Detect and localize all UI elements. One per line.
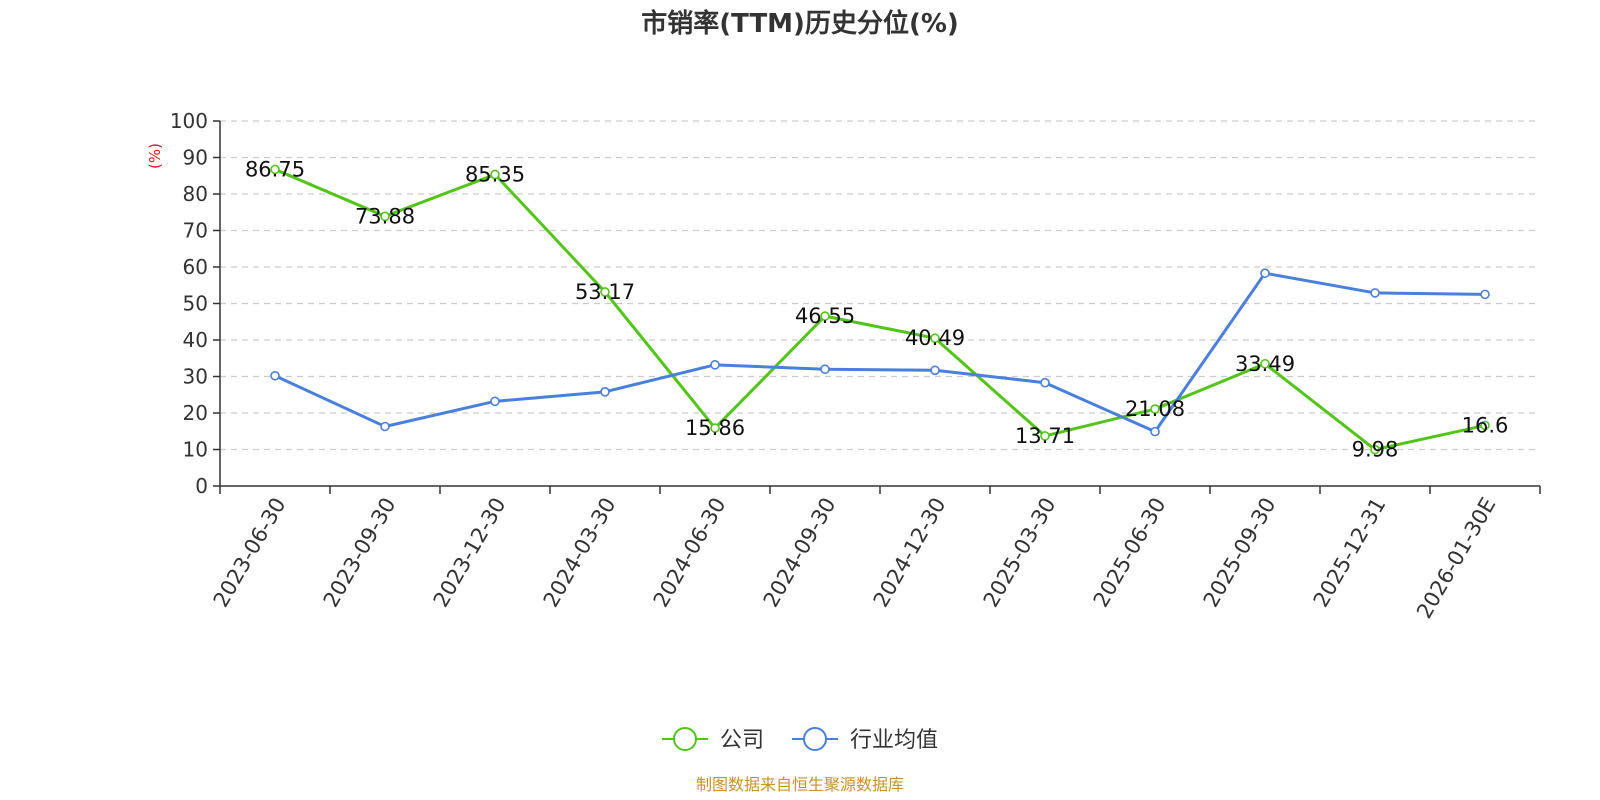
legend-marker-0 bbox=[673, 727, 697, 751]
data-source-note: 制图数据来自恒生聚源数据库 bbox=[696, 775, 904, 794]
data-point-0-11[interactable] bbox=[1480, 420, 1490, 431]
y-tick-label-40: 40 bbox=[183, 328, 208, 352]
x-tick-label-2024-12-30: 2024-12-30 bbox=[869, 494, 951, 612]
data-point-1-1[interactable] bbox=[380, 421, 390, 432]
legend-label-1[interactable]: 行业均值 bbox=[850, 728, 938, 753]
data-point-1-9[interactable] bbox=[1260, 268, 1270, 279]
x-tick-label-2026-01-30E: 2026-01-30E bbox=[1412, 494, 1500, 623]
data-point-1-5[interactable] bbox=[820, 364, 830, 375]
y-tick-label-60: 60 bbox=[183, 255, 208, 279]
data-label-0-4: 15.86 bbox=[685, 416, 745, 440]
y-tick-label-90: 90 bbox=[183, 146, 208, 170]
series-line-1 bbox=[274, 271, 1486, 434]
legend-marker-1 bbox=[803, 727, 827, 751]
grid-lines bbox=[220, 120, 1540, 451]
data-point-1-8[interactable] bbox=[1150, 426, 1160, 437]
data-point-1-6[interactable] bbox=[930, 365, 940, 376]
y-tick-label-70: 70 bbox=[183, 219, 208, 243]
y-tick-label-30: 30 bbox=[183, 365, 208, 389]
data-point-0-0[interactable] bbox=[270, 164, 280, 175]
x-tick-label-2024-09-30: 2024-09-30 bbox=[759, 494, 841, 612]
axes: 0 10 20 30 40 50 60 70 80 90 100 2023-06-30 2023-09-… bbox=[170, 109, 1541, 623]
data-point-0-2[interactable] bbox=[490, 169, 500, 180]
data-point-0-8[interactable] bbox=[1150, 404, 1160, 414]
data-point-0-9[interactable] bbox=[1260, 358, 1270, 369]
x-tick-label-2023-09-30: 2023-09-30 bbox=[319, 494, 401, 612]
data-point-0-5[interactable] bbox=[820, 311, 830, 321]
y-tick-label-80: 80 bbox=[183, 182, 208, 206]
data-point-0-3[interactable] bbox=[600, 287, 610, 297]
data-point-1-11[interactable] bbox=[1480, 289, 1490, 300]
y-tick-label-50: 50 bbox=[183, 292, 208, 316]
y-tick-label-100: 100 bbox=[170, 109, 208, 133]
data-labels: 86.75 73.88 85.35 53.17 15.86 46.55 40.49 13.71… bbox=[245, 157, 1508, 461]
data-point-0-7[interactable] bbox=[1040, 431, 1050, 441]
x-tick-label-2024-03-30: 2024-03-30 bbox=[539, 494, 621, 612]
data-point-0-10[interactable] bbox=[1370, 444, 1380, 455]
series-line-0 bbox=[274, 167, 1486, 452]
data-point-1-7[interactable] bbox=[1040, 377, 1050, 388]
data-label-0-6: 40.49 bbox=[905, 326, 965, 350]
data-point-1-10[interactable] bbox=[1370, 288, 1380, 298]
x-tick-label-2024-06-30: 2024-06-30 bbox=[649, 494, 731, 612]
data-point-1-2[interactable] bbox=[490, 396, 500, 407]
x-tick-label-2025-09-30: 2025-09-30 bbox=[1199, 494, 1281, 612]
data-label-0-3: 53.17 bbox=[575, 280, 635, 304]
data-point-0-1[interactable] bbox=[380, 211, 390, 222]
data-point-0-4[interactable] bbox=[710, 423, 720, 433]
data-point-0-6[interactable] bbox=[930, 333, 940, 344]
data-label-0-8: 21.08 bbox=[1125, 397, 1185, 421]
x-tick-label-2025-03-30: 2025-03-30 bbox=[979, 494, 1061, 612]
y-axis-unit-label: (%) bbox=[146, 143, 164, 169]
data-label-0-5: 46.55 bbox=[795, 304, 855, 328]
data-label-0-11: 16.6 bbox=[1462, 413, 1509, 437]
y-tick-label-20: 20 bbox=[183, 401, 208, 425]
legend[interactable]: 公司 行业均值 bbox=[662, 727, 938, 753]
data-label-0-9: 33.49 bbox=[1235, 352, 1295, 376]
data-label-0-2: 85.35 bbox=[465, 162, 525, 186]
data-point-1-3[interactable] bbox=[600, 387, 610, 397]
y-tick-label-10: 10 bbox=[183, 438, 208, 462]
x-tick-label-2025-12-31: 2025-12-31 bbox=[1309, 494, 1391, 612]
chart-title: 市销率(TTM)历史分位(%) bbox=[641, 8, 959, 39]
x-tick-label-2023-06-30: 2023-06-30 bbox=[209, 494, 291, 612]
data-label-0-7: 13.71 bbox=[1015, 424, 1075, 448]
data-label-0-0: 86.75 bbox=[245, 157, 305, 181]
data-label-0-1: 73.88 bbox=[355, 204, 415, 228]
series-lines bbox=[270, 164, 1490, 455]
y-tick-label-0: 0 bbox=[195, 474, 208, 498]
x-tick-label-2025-06-30: 2025-06-30 bbox=[1089, 494, 1171, 612]
legend-label-0[interactable]: 公司 bbox=[720, 728, 764, 753]
data-point-1-4[interactable] bbox=[710, 360, 720, 370]
data-label-0-10: 9.98 bbox=[1352, 438, 1399, 462]
x-tick-label-2023-12-30: 2023-12-30 bbox=[429, 494, 511, 612]
data-point-1-0[interactable] bbox=[270, 370, 280, 381]
